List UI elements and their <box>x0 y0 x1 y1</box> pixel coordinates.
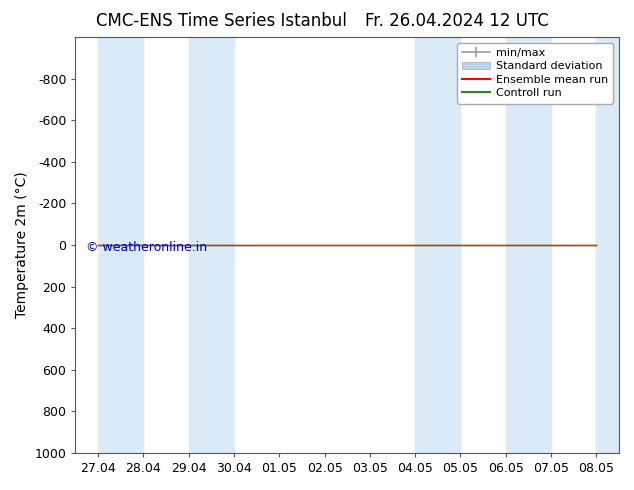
Bar <box>415 37 460 453</box>
Y-axis label: Temperature 2m (°C): Temperature 2m (°C) <box>15 172 29 318</box>
Legend: min/max, Standard deviation, Ensemble mean run, Controll run: min/max, Standard deviation, Ensemble me… <box>456 43 614 104</box>
Text: Fr. 26.04.2024 12 UTC: Fr. 26.04.2024 12 UTC <box>365 12 548 30</box>
Text: CMC-ENS Time Series Istanbul: CMC-ENS Time Series Istanbul <box>96 12 347 30</box>
Bar <box>189 37 234 453</box>
Bar <box>597 37 619 453</box>
Bar <box>506 37 551 453</box>
Text: © weatheronline.in: © weatheronline.in <box>86 241 207 254</box>
Bar <box>98 37 143 453</box>
